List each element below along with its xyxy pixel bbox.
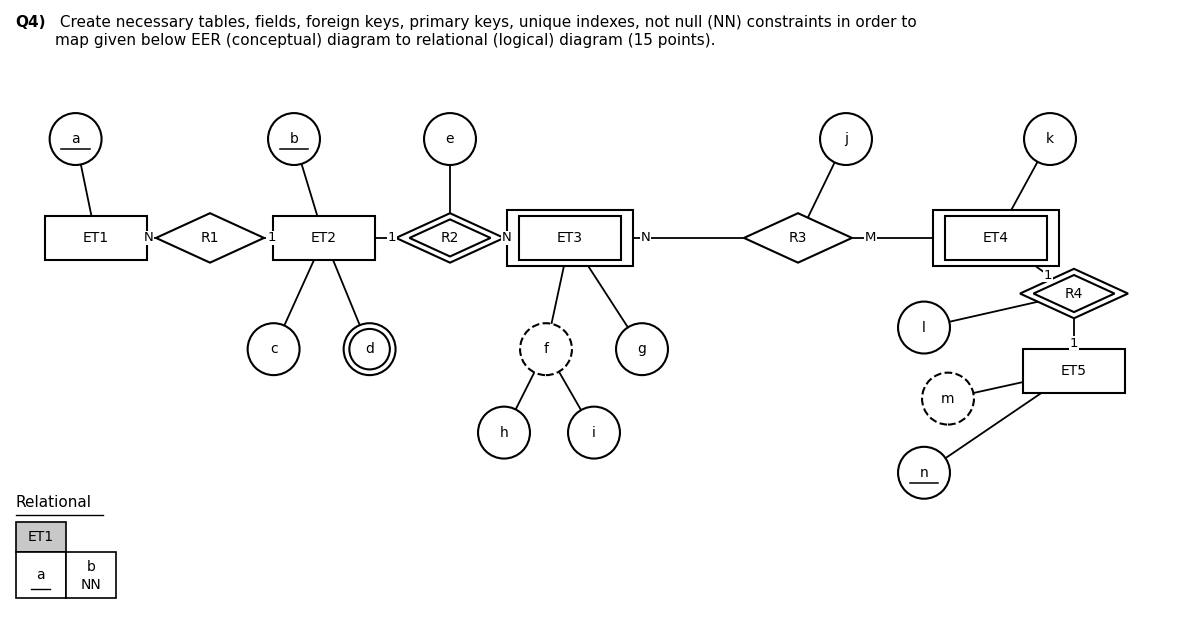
Bar [1022, 349, 1126, 393]
Text: Relational: Relational [16, 495, 91, 510]
Text: R4: R4 [1064, 287, 1084, 300]
Ellipse shape [424, 113, 476, 165]
Text: m: m [941, 392, 955, 405]
Text: 1: 1 [1044, 269, 1052, 282]
Text: R3: R3 [788, 231, 808, 245]
Text: 1: 1 [1069, 337, 1079, 350]
Text: h: h [499, 426, 509, 439]
Text: N: N [641, 231, 650, 245]
Polygon shape [156, 213, 264, 263]
Text: i: i [592, 426, 596, 439]
Text: M: M [865, 231, 876, 245]
Text: N: N [502, 231, 512, 245]
Bar [16, 552, 66, 598]
Text: ET3: ET3 [557, 231, 583, 245]
Bar [66, 552, 116, 598]
Ellipse shape [898, 447, 950, 499]
Text: g: g [637, 342, 647, 356]
Polygon shape [396, 213, 504, 263]
Text: N: N [144, 231, 154, 245]
Ellipse shape [268, 113, 320, 165]
Text: ET2: ET2 [311, 231, 337, 245]
Ellipse shape [343, 323, 396, 375]
Text: d: d [365, 342, 374, 356]
Text: 1: 1 [268, 231, 276, 245]
Ellipse shape [898, 302, 950, 353]
Text: a: a [71, 132, 80, 146]
Text: ET4: ET4 [983, 231, 1009, 245]
Ellipse shape [478, 407, 530, 459]
Bar [946, 216, 1046, 260]
Ellipse shape [922, 373, 974, 425]
Text: j: j [844, 132, 848, 146]
Text: b: b [289, 132, 299, 146]
Ellipse shape [616, 323, 668, 375]
Ellipse shape [568, 407, 620, 459]
Ellipse shape [247, 323, 300, 375]
Text: 1: 1 [388, 231, 396, 245]
Polygon shape [744, 213, 852, 263]
Bar [520, 216, 622, 260]
Bar [508, 210, 634, 266]
Text: ET1: ET1 [83, 231, 109, 245]
Text: NN: NN [80, 578, 102, 592]
Text: e: e [445, 132, 455, 146]
Text: f: f [544, 342, 548, 356]
Text: n: n [919, 466, 929, 480]
Bar [16, 522, 66, 552]
Ellipse shape [49, 113, 102, 165]
Text: l: l [922, 321, 926, 334]
Text: Q4): Q4) [16, 15, 46, 30]
Bar [274, 216, 374, 260]
Text: k: k [1046, 132, 1054, 146]
Text: R2: R2 [440, 231, 460, 245]
Ellipse shape [520, 323, 572, 375]
Bar [46, 216, 148, 260]
Polygon shape [1020, 269, 1128, 318]
Text: c: c [270, 342, 277, 356]
Ellipse shape [820, 113, 872, 165]
Text: ET5: ET5 [1061, 364, 1087, 378]
Ellipse shape [1024, 113, 1076, 165]
Text: b: b [86, 560, 96, 574]
Bar [934, 210, 1060, 266]
Text: Create necessary tables, fields, foreign keys, primary keys, unique indexes, not: Create necessary tables, fields, foreign… [55, 15, 917, 48]
Text: ET1: ET1 [28, 530, 54, 544]
Text: a: a [36, 568, 46, 582]
Text: R1: R1 [200, 231, 220, 245]
